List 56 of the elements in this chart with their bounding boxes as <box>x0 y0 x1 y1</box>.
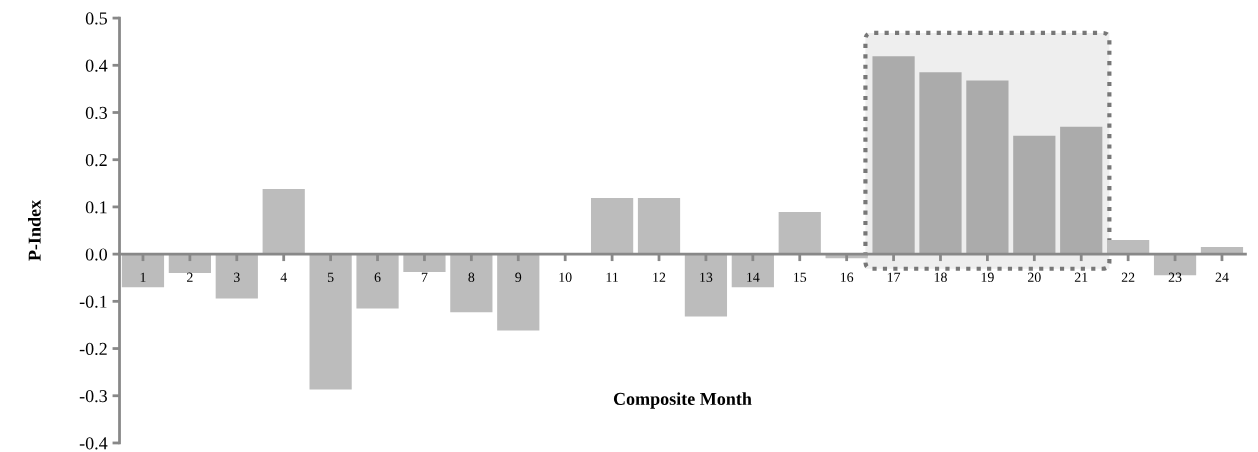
y-tick-label: -0.1 <box>79 295 107 308</box>
x-tick-label: 22 <box>1121 272 1135 282</box>
x-tick-label: 12 <box>653 272 666 282</box>
bar <box>872 56 915 255</box>
bar <box>778 212 821 255</box>
x-tick-label: 1 <box>140 272 146 282</box>
x-tick-label: 7 <box>421 272 428 282</box>
bar <box>731 254 774 288</box>
bar <box>1107 239 1150 255</box>
x-tick-label: 11 <box>606 272 618 282</box>
bar <box>1060 126 1103 255</box>
x-tick-label: 21 <box>1074 272 1088 282</box>
bar <box>450 254 493 313</box>
y-tick-label: 0.1 <box>85 201 107 214</box>
bar <box>403 254 446 273</box>
x-tick-label: 18 <box>934 272 947 282</box>
bar <box>497 254 540 331</box>
x-tick-label: 23 <box>1168 272 1182 282</box>
y-tick-label: -0.3 <box>79 390 107 403</box>
bar <box>637 197 681 255</box>
y-tick-label: -0.2 <box>79 342 107 356</box>
x-tick-label: 20 <box>1027 272 1041 282</box>
y-tick-label: 0.4 <box>85 59 108 72</box>
bar <box>590 197 634 255</box>
x-tick-label: 4 <box>280 272 287 282</box>
y-tick-label: 0.0 <box>85 248 108 261</box>
x-tick-label: 8 <box>468 272 475 282</box>
y-tick-label: -0.4 <box>79 437 108 450</box>
bar <box>262 188 305 255</box>
y-axis-title: P-Index <box>28 200 41 261</box>
bar <box>684 254 728 317</box>
x-tick-label: 5 <box>327 272 334 282</box>
x-tick-label: 15 <box>794 272 807 282</box>
x-tick-label: 3 <box>233 272 240 282</box>
y-tick-label: 0.2 <box>85 153 107 167</box>
x-tick-label: 14 <box>747 272 760 282</box>
bar <box>215 254 258 299</box>
x-tick-label: 6 <box>374 272 381 282</box>
bar <box>309 254 352 390</box>
x-tick-label: 19 <box>981 272 994 282</box>
bar <box>919 72 962 255</box>
bar <box>1013 135 1056 255</box>
x-tick-label: 2 <box>187 272 193 282</box>
bar <box>966 80 1009 255</box>
bar <box>356 254 399 309</box>
y-tick-label: 0.5 <box>85 12 107 25</box>
bar <box>121 254 165 288</box>
x-tick-label: 9 <box>515 272 522 282</box>
x-tick-label: 17 <box>887 272 901 282</box>
bar <box>168 254 211 274</box>
x-tick-label: 10 <box>559 272 572 282</box>
x-tick-label: 24 <box>1215 272 1229 282</box>
x-axis-title: Composite Month <box>613 392 752 409</box>
x-tick-label: 16 <box>840 272 854 282</box>
y-tick-label: 0.3 <box>85 106 107 120</box>
x-tick-label: 13 <box>700 272 713 282</box>
